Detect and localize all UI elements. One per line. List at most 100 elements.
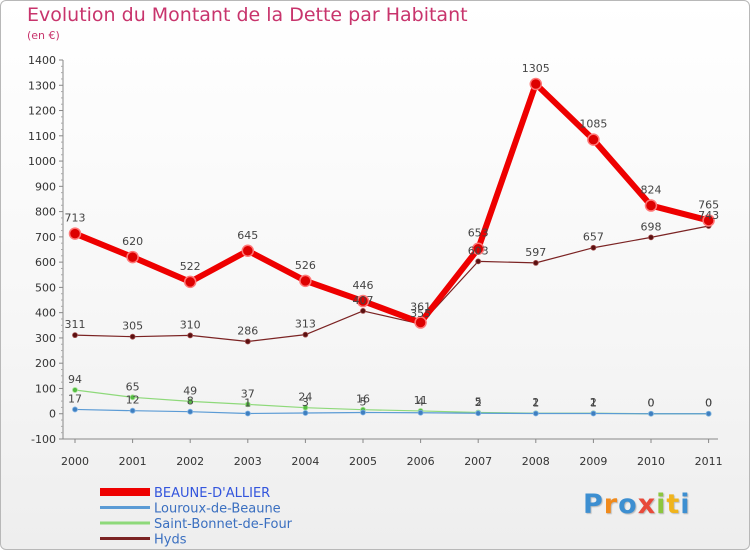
data-label: 1305 xyxy=(522,62,550,75)
data-point xyxy=(129,407,136,414)
legend-item-1: Louroux-de-Beaune xyxy=(100,502,281,517)
data-label: 49 xyxy=(183,384,197,397)
data-point xyxy=(529,77,543,91)
data-point xyxy=(475,410,482,417)
x-tick-label: 2011 xyxy=(695,455,723,468)
data-point xyxy=(126,250,139,264)
y-tick-label: 600 xyxy=(35,256,56,269)
legend-label: Hyds xyxy=(154,533,187,548)
data-label: 765 xyxy=(698,198,719,211)
data-point xyxy=(183,275,197,289)
data-point xyxy=(244,410,251,417)
data-point xyxy=(68,227,82,240)
data-point xyxy=(129,394,136,401)
data-point xyxy=(702,214,715,227)
data-label: 1 xyxy=(244,396,251,409)
y-tick-label: 800 xyxy=(35,206,56,219)
chart-subtitle: (en €) xyxy=(27,29,60,42)
y-tick-label: 1400 xyxy=(28,54,56,67)
data-label: 3 xyxy=(302,396,309,409)
data-label: 0 xyxy=(648,397,655,410)
data-point xyxy=(360,409,366,416)
data-label: 313 xyxy=(295,318,316,331)
legend-item-2: Saint-Bonnet-de-Four xyxy=(100,517,293,532)
y-tick-label: -100 xyxy=(31,433,56,446)
logo-letter: P xyxy=(583,489,604,520)
series-3 xyxy=(72,223,712,345)
logo-letter: i xyxy=(656,489,667,520)
y-tick-label: 700 xyxy=(35,231,56,244)
data-point xyxy=(532,410,539,417)
data-point xyxy=(587,133,600,146)
data-point xyxy=(187,332,194,339)
data-point xyxy=(244,338,251,345)
data-label: 526 xyxy=(295,259,316,272)
logo-letter: o xyxy=(618,489,638,520)
data-point xyxy=(244,401,251,408)
data-point xyxy=(72,387,78,393)
data-label: 1 xyxy=(532,396,539,409)
y-tick-label: 400 xyxy=(35,307,56,320)
data-label: 16 xyxy=(356,393,370,406)
data-label: 305 xyxy=(122,320,143,333)
x-tick-label: 2009 xyxy=(579,455,607,468)
data-label: 4 xyxy=(417,396,424,409)
data-point xyxy=(590,410,597,417)
x-tick-label: 2008 xyxy=(522,455,550,468)
series-layer xyxy=(68,77,715,417)
data-label: 743 xyxy=(698,209,719,222)
data-label: 0 xyxy=(648,397,655,410)
data-label: 8 xyxy=(187,395,194,408)
x-tick-label: 2007 xyxy=(464,455,492,468)
x-tick-label: 2003 xyxy=(234,455,262,468)
y-tick-label: 1200 xyxy=(28,105,56,118)
data-point xyxy=(302,331,309,338)
data-label: 713 xyxy=(65,212,86,225)
chart-title: Evolution du Montant de la Dette par Hab… xyxy=(27,4,468,26)
data-label: 620 xyxy=(122,235,143,248)
data-point xyxy=(532,259,539,266)
data-label: 1 xyxy=(590,396,597,409)
legend-item-0: BEAUNE-D'ALLIER xyxy=(100,486,270,501)
data-label: 2 xyxy=(532,396,539,409)
y-tick-label: 0 xyxy=(49,408,56,421)
data-label: 0 xyxy=(705,397,712,410)
data-label: 12 xyxy=(126,394,140,407)
x-tick-label: 2010 xyxy=(637,455,665,468)
logo-letter: t xyxy=(666,489,681,520)
data-label: 657 xyxy=(583,231,604,244)
legend-item-3: Hyds xyxy=(100,533,187,548)
data-label: 645 xyxy=(237,229,258,242)
data-labels-layer: 7136205226455264463616531305108582476517… xyxy=(65,62,720,410)
x-tick-label: 2002 xyxy=(176,455,204,468)
data-point xyxy=(72,406,78,413)
data-point xyxy=(417,409,424,416)
data-label: 522 xyxy=(180,260,201,273)
chart-axes: -100010020030040050060070080090010001100… xyxy=(28,54,723,468)
y-tick-label: 900 xyxy=(35,180,56,193)
series-line xyxy=(74,408,710,415)
x-tick-label: 2005 xyxy=(349,455,377,468)
data-label: 37 xyxy=(241,387,255,400)
data-label: 446 xyxy=(353,279,374,292)
y-tick-label: 500 xyxy=(35,281,56,294)
data-label: 11 xyxy=(414,394,428,407)
data-label: 24 xyxy=(298,391,312,404)
data-point xyxy=(187,398,194,405)
data-label: 94 xyxy=(68,373,82,386)
data-point xyxy=(302,410,309,416)
x-tick-label: 2004 xyxy=(291,455,319,468)
data-point xyxy=(414,316,427,329)
y-tick-label: 200 xyxy=(35,357,56,370)
data-point xyxy=(72,332,78,339)
data-point xyxy=(299,274,312,288)
data-label: 361 xyxy=(410,301,431,314)
series-0 xyxy=(68,77,715,329)
proxiti-logo: Proxiti xyxy=(583,489,691,520)
y-tick-label: 1100 xyxy=(28,130,56,143)
data-point xyxy=(648,234,654,241)
data-label: 0 xyxy=(705,397,712,410)
x-tick-label: 2000 xyxy=(61,455,89,468)
data-label: 1085 xyxy=(579,118,607,131)
